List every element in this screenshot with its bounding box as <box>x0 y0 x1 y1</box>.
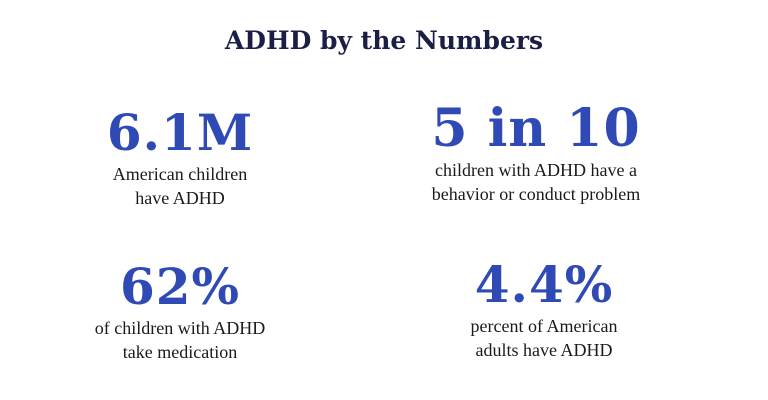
stat-caption: American children have ADHD <box>112 164 248 208</box>
stat-value: 62% <box>119 257 241 316</box>
page-title: ADHD by the Numbers <box>224 26 544 55</box>
stat-caption: children with ADHD have a behavior or co… <box>431 160 641 204</box>
stat-value: 6.1M <box>106 103 254 162</box>
stat-medication: 62% of children with ADHD take medicatio… <box>20 258 340 364</box>
stat-adults-with-adhd: 4.4% percent of American adults have ADH… <box>384 256 704 362</box>
stat-value: 4.4% <box>474 255 614 314</box>
stat-behavior-problem: 5 in 10 children with ADHD have a behavi… <box>376 100 696 206</box>
stat-caption: of children with ADHD take medication <box>94 318 266 362</box>
stat-value: 5 in 10 <box>431 98 641 159</box>
stat-children-with-adhd: 6.1M American children have ADHD <box>20 104 340 210</box>
stat-caption: percent of American adults have ADHD <box>470 316 618 360</box>
